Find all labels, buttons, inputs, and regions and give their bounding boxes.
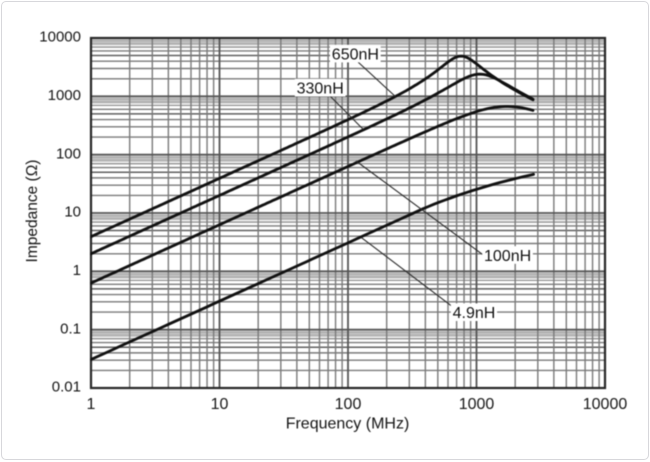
- svg-text:10: 10: [211, 396, 229, 413]
- svg-text:100: 100: [335, 396, 362, 413]
- svg-text:10: 10: [64, 204, 81, 221]
- svg-text:0.1: 0.1: [60, 320, 81, 337]
- svg-text:Impedance (Ω): Impedance (Ω): [24, 160, 41, 263]
- svg-text:4.9nH: 4.9nH: [453, 305, 496, 322]
- svg-text:Frequency (MHz): Frequency (MHz): [286, 416, 410, 433]
- svg-text:0.01: 0.01: [52, 379, 81, 396]
- svg-text:10000: 10000: [39, 29, 81, 46]
- svg-text:1: 1: [87, 396, 96, 413]
- svg-text:100: 100: [56, 145, 81, 162]
- svg-text:1000: 1000: [48, 87, 81, 104]
- svg-text:100nH: 100nH: [484, 248, 531, 265]
- svg-text:330nH: 330nH: [297, 81, 344, 98]
- svg-text:1: 1: [73, 262, 81, 279]
- svg-text:10000: 10000: [583, 396, 628, 413]
- svg-text:650nH: 650nH: [332, 46, 379, 63]
- svg-text:1000: 1000: [459, 396, 495, 413]
